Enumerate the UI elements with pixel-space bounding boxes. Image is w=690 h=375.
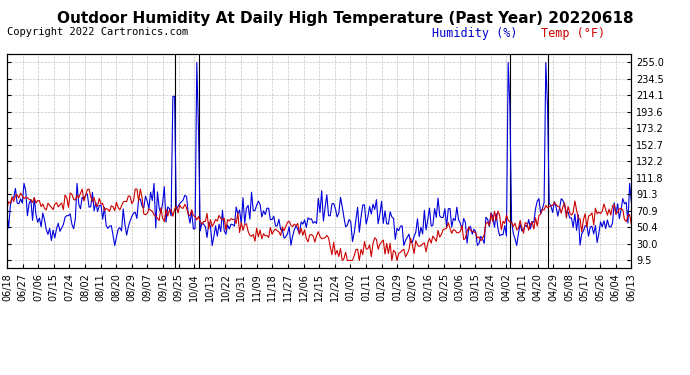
Text: Humidity (%): Humidity (%) xyxy=(431,27,517,40)
Text: Copyright 2022 Cartronics.com: Copyright 2022 Cartronics.com xyxy=(7,27,188,37)
Text: Temp (°F): Temp (°F) xyxy=(541,27,605,40)
Text: Outdoor Humidity At Daily High Temperature (Past Year) 20220618: Outdoor Humidity At Daily High Temperatu… xyxy=(57,11,633,26)
